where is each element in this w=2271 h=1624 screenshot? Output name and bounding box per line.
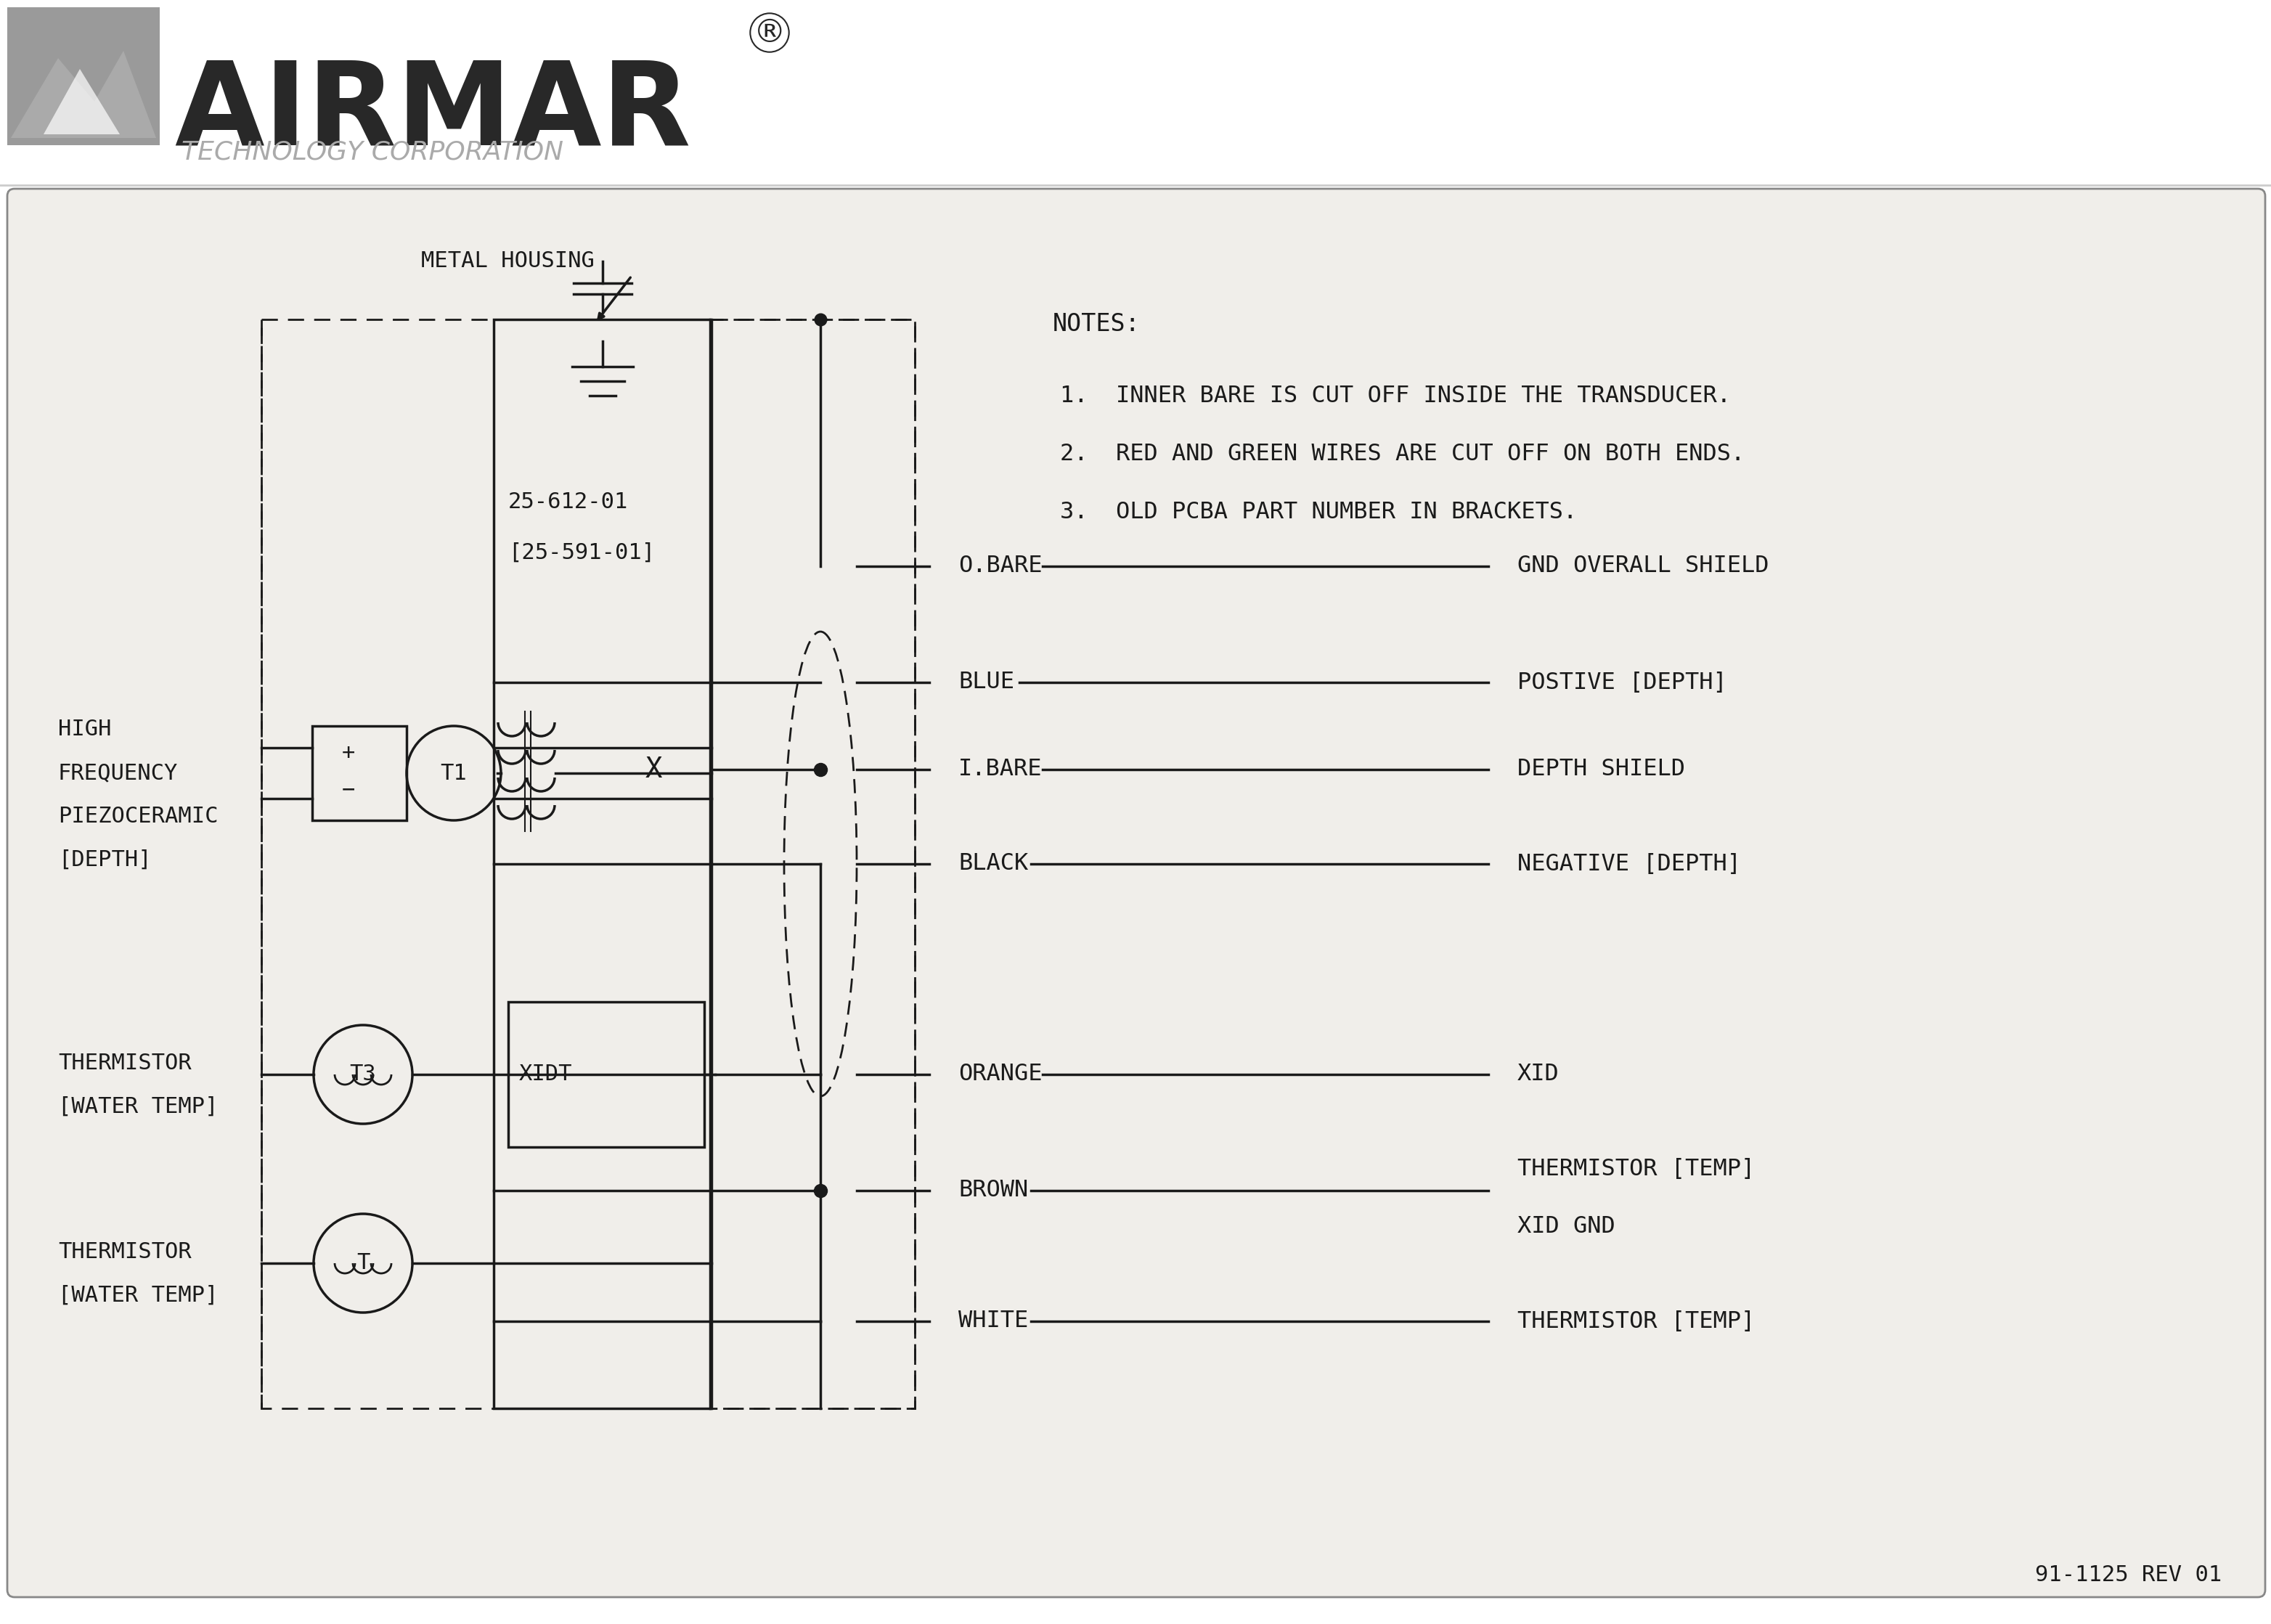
Text: BROWN: BROWN [958, 1179, 1029, 1202]
Bar [493, 320, 711, 1408]
Bar [711, 320, 915, 1408]
Bar [261, 320, 915, 1408]
Polygon shape [43, 68, 120, 135]
Text: XID GND: XID GND [1517, 1216, 1615, 1237]
Text: METAL HOUSING: METAL HOUSING [420, 250, 595, 271]
Text: THERMISTOR: THERMISTOR [59, 1052, 191, 1073]
Text: DEPTH SHIELD: DEPTH SHIELD [1517, 758, 1685, 781]
Polygon shape [11, 50, 157, 138]
Text: 2.  RED AND GREEN WIRES ARE CUT OFF ON BOTH ENDS.: 2. RED AND GREEN WIRES ARE CUT OFF ON BO… [1061, 443, 1744, 466]
Text: TECHNOLOGY CORPORATION: TECHNOLOGY CORPORATION [182, 140, 563, 164]
Text: 3.  OLD PCBA PART NUMBER IN BRACKETS.: 3. OLD PCBA PART NUMBER IN BRACKETS. [1061, 500, 1576, 523]
Text: GND OVERALL SHIELD: GND OVERALL SHIELD [1517, 555, 1769, 578]
Text: 91-1125 REV 01: 91-1125 REV 01 [2035, 1566, 2221, 1587]
Text: BLUE: BLUE [958, 671, 1015, 693]
Bar [509, 1002, 704, 1147]
Text: I.BARE: I.BARE [958, 758, 1042, 781]
Text: XID: XID [1517, 1064, 1560, 1086]
Text: BLACK: BLACK [958, 853, 1029, 875]
FancyBboxPatch shape [7, 188, 2264, 1596]
Text: O.BARE: O.BARE [958, 555, 1042, 578]
Text: PIEZOCERAMIC: PIEZOCERAMIC [59, 806, 218, 827]
Text: ORANGE: ORANGE [958, 1064, 1042, 1086]
Text: NOTES:: NOTES: [1054, 312, 1140, 336]
Text: THERMISTOR [TEMP]: THERMISTOR [TEMP] [1517, 1311, 1755, 1333]
Text: T1: T1 [441, 763, 468, 784]
Bar [311, 726, 407, 820]
Text: ®: ® [754, 18, 786, 49]
Text: T: T [357, 1252, 370, 1273]
Text: 25-612-01: 25-612-01 [509, 492, 629, 513]
Text: 1.  INNER BARE IS CUT OFF INSIDE THE TRANSDUCER.: 1. INNER BARE IS CUT OFF INSIDE THE TRAN… [1061, 385, 1731, 408]
Text: +: + [343, 744, 354, 763]
Text: [WATER TEMP]: [WATER TEMP] [59, 1096, 218, 1117]
Text: XIDT: XIDT [520, 1064, 572, 1085]
Text: [DEPTH]: [DEPTH] [59, 849, 152, 870]
Text: POSTIVE [DEPTH]: POSTIVE [DEPTH] [1517, 671, 1726, 693]
Text: [WATER TEMP]: [WATER TEMP] [59, 1285, 218, 1306]
Bar [7, 6, 159, 145]
Text: THERMISTOR [TEMP]: THERMISTOR [TEMP] [1517, 1158, 1755, 1181]
Text: AIRMAR: AIRMAR [175, 57, 690, 169]
Text: HIGH: HIGH [59, 719, 111, 741]
Text: WHITE: WHITE [958, 1311, 1029, 1333]
Text: X: X [645, 755, 661, 783]
Text: −: − [343, 780, 354, 801]
Text: [25-591-01]: [25-591-01] [509, 542, 654, 564]
Text: T3: T3 [350, 1064, 377, 1085]
Text: NEGATIVE [DEPTH]: NEGATIVE [DEPTH] [1517, 853, 1742, 875]
Text: THERMISTOR: THERMISTOR [59, 1241, 191, 1262]
Text: FREQUENCY: FREQUENCY [59, 762, 177, 783]
